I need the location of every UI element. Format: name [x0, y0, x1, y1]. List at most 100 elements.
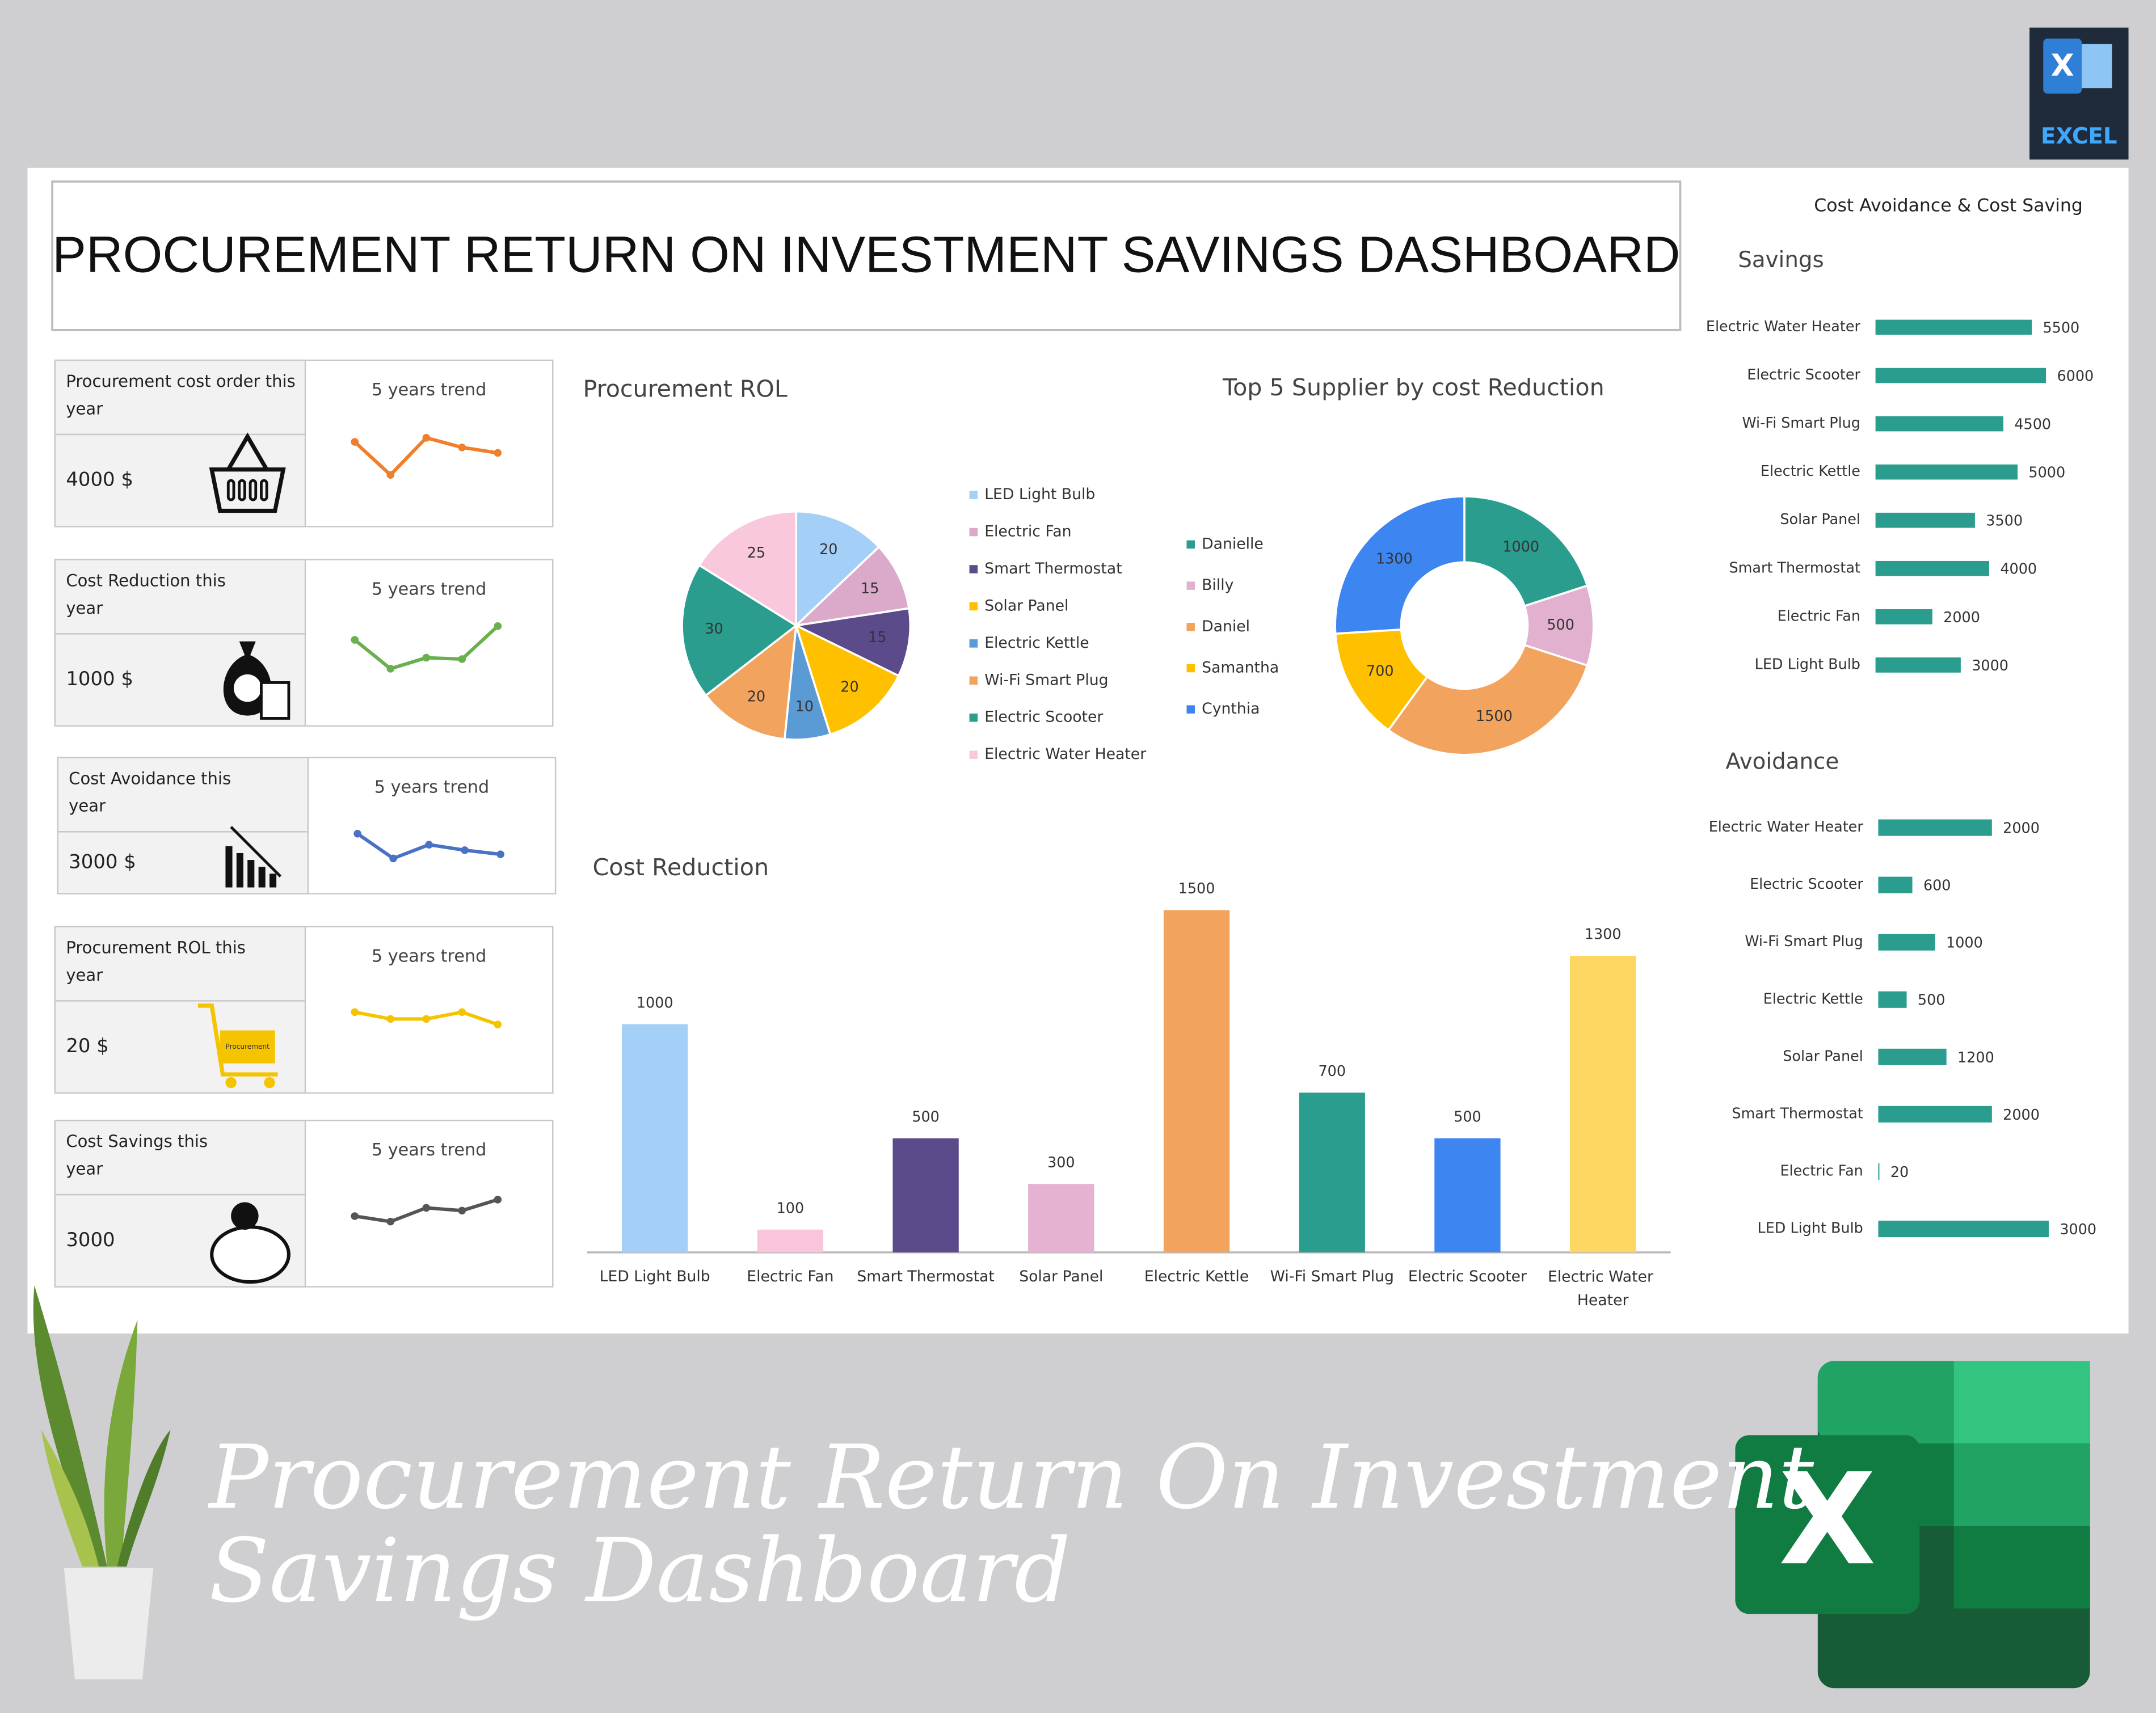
trend-point: [496, 850, 504, 858]
data-label: 100: [777, 1199, 805, 1216]
icon-basket: [209, 467, 286, 513]
kpi-value: 1000 $: [66, 668, 133, 690]
trend-point: [386, 1015, 395, 1023]
data-label: 15: [861, 580, 879, 597]
y-tick-label: Smart Thermostat: [1729, 559, 1860, 576]
chart-title: Top 5 Supplier by cost Reduction: [1222, 374, 1605, 401]
data-label: 25: [747, 544, 765, 561]
kpi-value: 4000 $: [66, 469, 133, 491]
icon-arrow: [230, 826, 282, 877]
trend-title: 5 years trend: [372, 1140, 487, 1160]
kpi-card: Procurement ROL this year 20 $ Procurement…: [54, 926, 554, 1094]
legend-label: Electric Fan: [984, 523, 1071, 541]
bar: [1028, 1184, 1094, 1252]
bar: [892, 1138, 959, 1252]
legend-label: Danielle: [1202, 535, 1264, 552]
trend-point: [494, 622, 502, 630]
data-label: 500: [1454, 1108, 1481, 1125]
data-label: 1000: [1946, 934, 1983, 951]
bar: [1878, 1048, 1947, 1065]
y-tick-label: Electric Fan: [1780, 1162, 1863, 1179]
y-tick-label: Electric Kettle: [1761, 462, 1860, 479]
legend-label: Electric Scooter: [984, 708, 1103, 726]
icon-basket-slot: [226, 479, 235, 501]
kpi-label: Cost Avoidance this year: [69, 769, 236, 815]
trend-point: [422, 1015, 431, 1023]
trend-point: [351, 438, 359, 446]
logo-tile: [1735, 1435, 1920, 1614]
badge-sheet: [2043, 39, 2082, 94]
bar: [1875, 464, 2018, 480]
legend-label: Electric Water Heater: [984, 745, 1146, 763]
slice: [793, 607, 912, 677]
data-label: 500: [912, 1108, 940, 1125]
leaf: [41, 1429, 99, 1567]
chart-title: Procurement ROL: [583, 375, 788, 402]
data-label: 4500: [2014, 416, 2051, 433]
plant: [33, 1285, 171, 1681]
data-label: 3000: [2060, 1221, 2096, 1238]
legend-label: Wi-Fi Smart Plug: [984, 671, 1108, 689]
trend-title: 5 years trend: [372, 380, 487, 400]
x-tick-label: LED Light Bulb: [600, 1268, 710, 1285]
bar: [1875, 319, 2032, 335]
trend-point: [389, 854, 397, 863]
leaf: [33, 1285, 108, 1567]
y-tick-label: Solar Panel: [1783, 1047, 1863, 1064]
leaf: [104, 1319, 138, 1567]
icon-wheel: [225, 1077, 237, 1088]
slice: [681, 563, 798, 697]
bar: [1569, 955, 1636, 1252]
kpi-label-bg: [57, 757, 309, 833]
slice: [697, 510, 798, 628]
slice: [1387, 644, 1589, 756]
trend-point: [458, 655, 466, 663]
y-tick-label: Wi-Fi Smart Plug: [1745, 933, 1863, 950]
icon-basket-slot: [249, 479, 258, 501]
legend-label: LED Light Bulb: [984, 486, 1095, 503]
y-tick-label: Electric Scooter: [1747, 366, 1860, 383]
data-label: 1200: [1957, 1049, 1994, 1066]
banner-title: Savings Dashboard: [209, 1520, 1071, 1622]
trend-title: 5 years trend: [372, 579, 487, 599]
legend-swatch: [969, 528, 978, 537]
trend-title: 5 years trend: [374, 777, 490, 797]
bar: [1299, 1092, 1365, 1252]
data-label: 700: [1318, 1062, 1346, 1079]
slice: [1334, 495, 1466, 635]
data-label: 15: [868, 628, 886, 645]
data-label: 1000: [1502, 538, 1539, 555]
bar: [1878, 1220, 2049, 1238]
y-tick-label: Electric Kettle: [1763, 990, 1863, 1007]
legend-swatch: [969, 602, 978, 611]
bar: [1878, 991, 1907, 1008]
badge-page: [2082, 44, 2112, 88]
trend-point: [422, 434, 431, 442]
data-label: 500: [1547, 616, 1574, 633]
kpi-value: 3000: [66, 1229, 115, 1251]
icon-bar: [258, 867, 266, 888]
legend-label: Smart Thermostat: [984, 560, 1122, 577]
legend-swatch: [1186, 664, 1195, 673]
data-label: 4000: [2000, 560, 2037, 577]
bar: [1878, 1106, 1992, 1123]
icon-cart-label: Procurement: [226, 1043, 270, 1050]
x-tick-label: Electric Fan: [747, 1268, 833, 1285]
kpi-card: Cost Savings this year 3000 5 years trend: [54, 1120, 554, 1288]
bar: [1878, 819, 1992, 836]
kpi-card: Procurement cost order this year 4000 $ 5 …: [54, 359, 554, 528]
kpi-label: Procurement cost order this year: [66, 372, 301, 418]
kpi-card: Cost Reduction this year 1000 $ 5 years tr…: [54, 559, 554, 727]
legend-label: Cynthia: [1202, 700, 1260, 718]
icon-basket-handle: [226, 432, 269, 471]
y-tick-label: Wi-Fi Smart Plug: [1742, 414, 1860, 431]
legend-label: Billy: [1202, 576, 1233, 594]
bar: [1875, 609, 1932, 625]
banner-title: Procurement Return On Investment: [207, 1426, 1814, 1529]
legend-swatch: [969, 676, 978, 685]
data-label: 30: [705, 620, 723, 637]
legend-swatch: [969, 713, 978, 722]
title-box: [51, 180, 1682, 331]
